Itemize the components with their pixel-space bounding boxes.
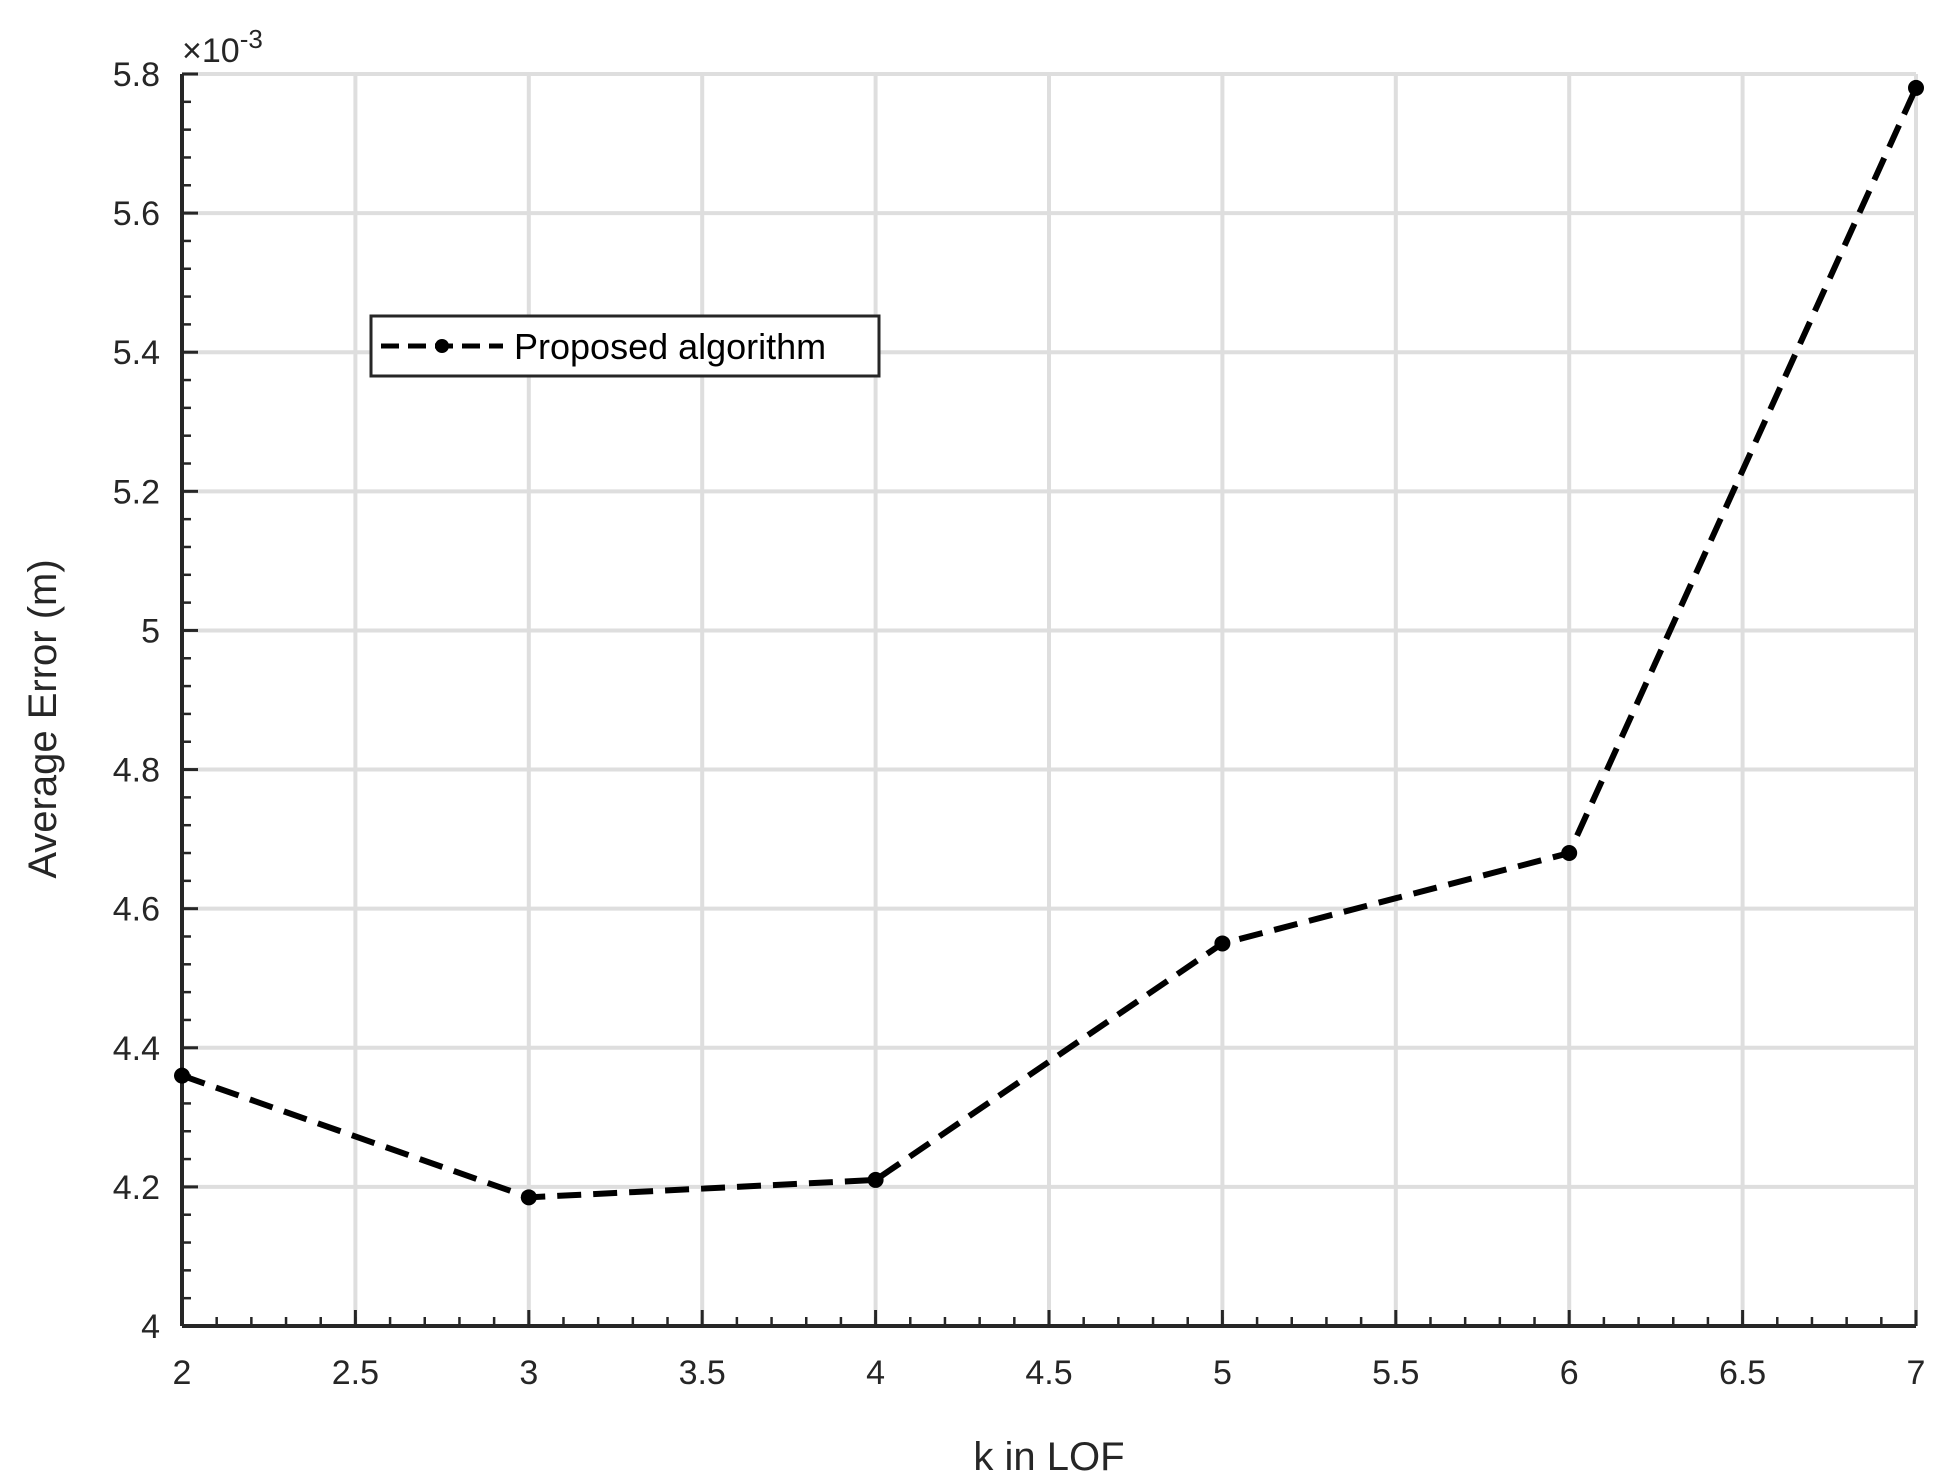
y-tick-label: 5.8 — [113, 56, 160, 94]
x-tick-label: 2 — [173, 1354, 192, 1392]
x-tick-label: 3 — [519, 1354, 538, 1392]
x-tick-label: 6 — [1560, 1354, 1579, 1392]
legend: Proposed algorithm — [369, 314, 881, 378]
x-tick-label: 5.5 — [1372, 1354, 1419, 1392]
x-tick-label: 7 — [1907, 1354, 1926, 1392]
legend-label: Proposed algorithm — [514, 326, 826, 367]
x-tick-label: 2.5 — [332, 1354, 379, 1392]
y-tick-label: 4.8 — [113, 752, 160, 790]
y-tick-label: 4.4 — [113, 1030, 160, 1068]
data-point — [867, 1171, 884, 1188]
y-tick-label: 5.4 — [113, 334, 160, 372]
x-tick-label: 6.5 — [1719, 1354, 1766, 1392]
y-tick-label: 5.6 — [113, 195, 160, 233]
y-tick-label: 5 — [141, 612, 160, 650]
x-axis-title: k in LOF — [973, 1435, 1124, 1479]
y-axis-exponent: ×10-3 — [182, 24, 263, 70]
data-point — [520, 1189, 537, 1206]
x-tick-label: 4 — [866, 1354, 885, 1392]
x-tick-label: 4.5 — [1025, 1354, 1072, 1392]
series-line — [181, 86, 1919, 1201]
legend-marker-sample — [435, 339, 449, 353]
tick-labels: 2 2.5 3 3.5 4 4.5 5 5.5 6 6.5 7 4 4.2 4.4 4.6 4.8 5 5.2 5.… — [113, 56, 1926, 1392]
data-point — [174, 1067, 190, 1084]
data-point — [1908, 79, 1924, 96]
y-tick-label: 5.2 — [113, 473, 160, 511]
axes — [180, 72, 1918, 1328]
y-tick-label: 4 — [141, 1308, 160, 1346]
y-axis-title: Average Error (m) — [21, 559, 65, 878]
data-point — [1561, 845, 1578, 862]
series-layer — [174, 79, 1924, 1206]
y-tick-label: 4.2 — [113, 1169, 160, 1207]
legend-box — [369, 314, 881, 378]
data-point — [1214, 935, 1231, 952]
y-tick-label: 4.6 — [113, 891, 160, 929]
x-tick-label: 3.5 — [679, 1354, 726, 1392]
x-tick-label: 5 — [1213, 1354, 1232, 1392]
